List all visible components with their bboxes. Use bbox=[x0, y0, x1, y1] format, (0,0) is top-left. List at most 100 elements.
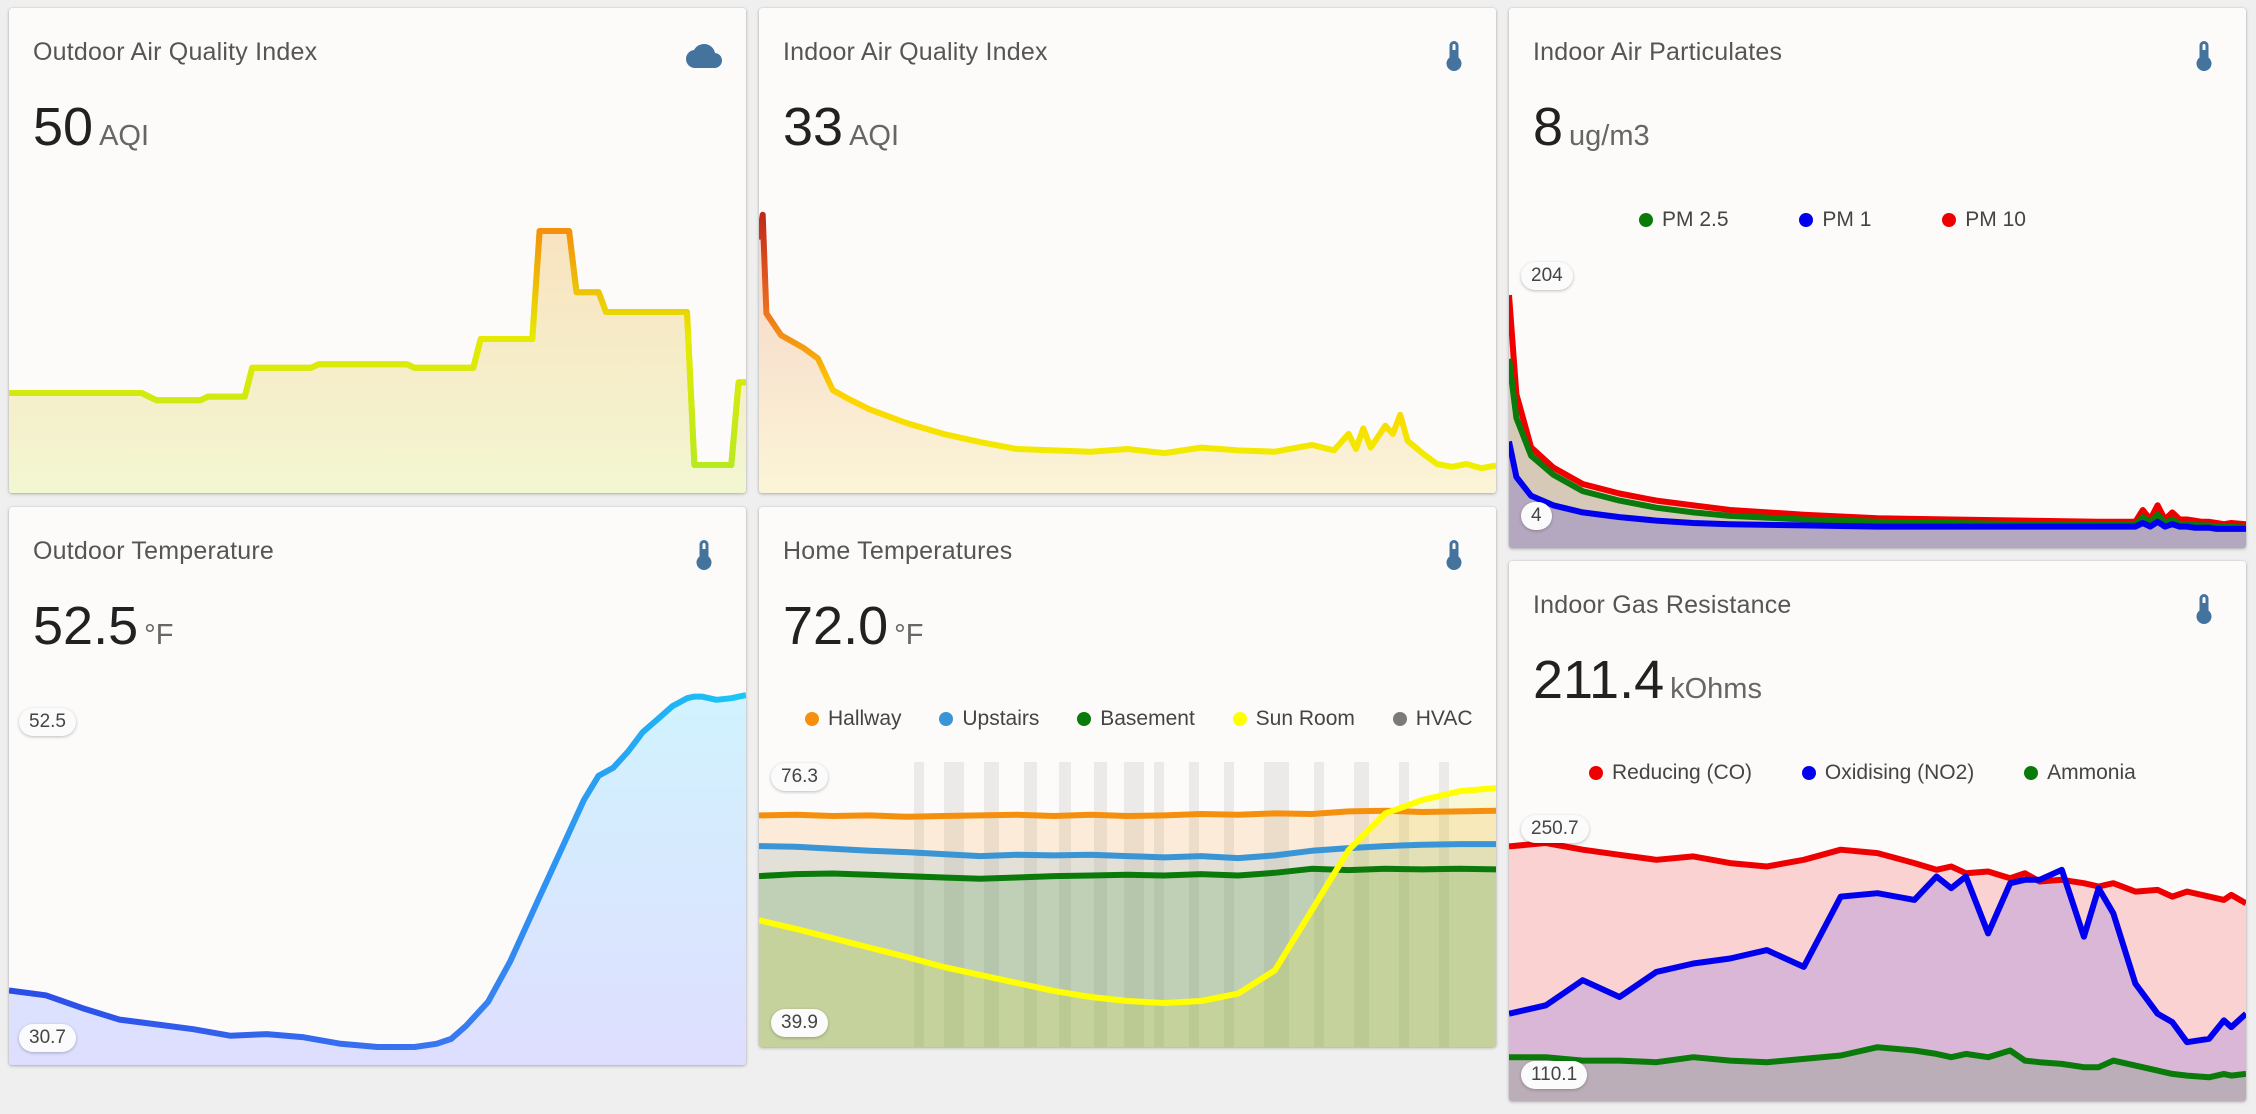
legend-item-co[interactable]: Reducing (CO) bbox=[1589, 761, 1752, 785]
value-number: 52.5 bbox=[33, 596, 139, 656]
chart-legend: Hallway Upstairs Basement Sun Room HVAC bbox=[805, 707, 1473, 732]
value-number: 72.0 bbox=[783, 596, 889, 656]
outdoor-temp-chart bbox=[9, 692, 746, 1065]
legend-item-hallway[interactable]: Hallway bbox=[805, 707, 902, 731]
legend-dot bbox=[1799, 213, 1814, 227]
card-title: Indoor Air Particulates bbox=[1533, 38, 1783, 66]
legend-item-ammonia[interactable]: Ammonia bbox=[2024, 761, 2136, 785]
series-line-pm1 bbox=[1509, 440, 2246, 532]
value-unit: AQI bbox=[849, 120, 900, 152]
card-particulates[interactable]: Indoor Air Particulates 8 ug/m3 PM 2.5 PM… bbox=[1509, 8, 2246, 548]
legend-label: Basement bbox=[1100, 707, 1195, 730]
hvac-band bbox=[1264, 762, 1289, 1047]
card-title: Outdoor Temperature bbox=[33, 537, 274, 565]
series-line-pm25 bbox=[1509, 358, 2246, 531]
area-fill bbox=[1509, 869, 2246, 1101]
legend-label: HVAC bbox=[1415, 707, 1473, 730]
area-fill bbox=[1509, 1047, 2246, 1101]
legend-item-basement[interactable]: Basement bbox=[1077, 707, 1195, 731]
legend-dot bbox=[1942, 213, 1957, 227]
card-indoor-aqi[interactable]: Indoor Air Quality Index 33 AQI bbox=[759, 8, 1496, 493]
current-value: 8 ug/m3 bbox=[1533, 100, 1650, 154]
value-unit: °F bbox=[144, 619, 174, 651]
card-outdoor-temp[interactable]: Outdoor Temperature 52.5 °F 52.5 30.7 bbox=[9, 507, 746, 1065]
hvac-band bbox=[1189, 762, 1199, 1047]
aqi-line-gradient bbox=[9, 228, 746, 468]
aqi-outdoor-chart bbox=[9, 228, 746, 493]
value-unit: kOhms bbox=[1670, 673, 1762, 705]
hvac-band bbox=[1124, 762, 1144, 1047]
thermometer-icon bbox=[696, 540, 712, 570]
area-fill bbox=[1509, 358, 2246, 548]
card-gas[interactable]: Indoor Gas Resistance 211.4 kOhms Reducin… bbox=[1509, 561, 2246, 1101]
current-value: 72.0 °F bbox=[783, 599, 923, 653]
legend-dot bbox=[1392, 712, 1407, 726]
card-outdoor-aqi[interactable]: Outdoor Air Quality Index 50 AQI bbox=[9, 8, 746, 493]
hvac-band bbox=[1314, 762, 1324, 1047]
legend-item-upstairs[interactable]: Upstairs bbox=[939, 707, 1039, 731]
series-line-reducingco bbox=[1509, 840, 2246, 906]
legend-item-hvac[interactable]: HVAC bbox=[1392, 707, 1473, 731]
legend-label: Oxidising (NO2) bbox=[1824, 761, 1975, 784]
series-line-sunroom bbox=[759, 785, 1496, 1006]
area-fill bbox=[759, 788, 1496, 1047]
legend-dot bbox=[1232, 712, 1247, 726]
legend-dot bbox=[1589, 766, 1603, 780]
legend-item-sun-room[interactable]: Sun Room bbox=[1232, 707, 1355, 731]
card-home-temps[interactable]: Home Temperatures 72.0 °F Hallway Upstair… bbox=[759, 507, 1496, 1047]
hvac-band bbox=[944, 762, 964, 1047]
series-line-ammonia bbox=[1509, 1044, 2246, 1081]
aqi-line bbox=[759, 211, 1496, 472]
card-title: Indoor Air Quality Index bbox=[783, 38, 1048, 66]
hvac-band bbox=[1154, 762, 1164, 1047]
value-number: 211.4 bbox=[1533, 650, 1665, 710]
legend-item-pm1[interactable]: PM 1 bbox=[1799, 208, 1871, 232]
series-line-hallway bbox=[759, 807, 1496, 820]
hvac-band bbox=[1059, 762, 1071, 1047]
current-value: 33 AQI bbox=[783, 100, 899, 154]
max-label: 204 bbox=[1521, 262, 1573, 290]
max-label: 52.5 bbox=[19, 708, 76, 736]
legend-label: Reducing (CO) bbox=[1612, 761, 1753, 784]
thermometer-icon bbox=[1446, 41, 1462, 71]
legend-label: PM 2.5 bbox=[1662, 208, 1729, 231]
min-label: 4 bbox=[1521, 502, 1552, 530]
legend-item-pm25[interactable]: PM 2.5 bbox=[1639, 208, 1729, 232]
area-fill bbox=[9, 231, 746, 493]
value-unit: °F bbox=[894, 619, 924, 651]
hvac-band bbox=[1094, 762, 1107, 1047]
legend-dot bbox=[2024, 766, 2039, 780]
aqi-indoor-chart bbox=[759, 211, 1496, 493]
value-unit: ug/m3 bbox=[1569, 120, 1650, 152]
series-line-basement bbox=[759, 865, 1496, 882]
area-fill bbox=[759, 844, 1496, 1047]
card-title: Home Temperatures bbox=[783, 537, 1013, 565]
legend-label: PM 1 bbox=[1822, 208, 1872, 231]
cloud-icon bbox=[686, 44, 722, 68]
hvac-band bbox=[1024, 762, 1037, 1047]
value-number: 8 bbox=[1533, 97, 1564, 157]
particulates-chart bbox=[1509, 294, 2246, 548]
hvac-band bbox=[1439, 762, 1449, 1047]
card-title: Indoor Gas Resistance bbox=[1533, 591, 1792, 619]
area-fill bbox=[9, 695, 746, 1065]
legend-item-pm10[interactable]: PM 10 bbox=[1942, 208, 2026, 232]
hvac-band bbox=[1224, 762, 1234, 1047]
temperature-line bbox=[9, 692, 746, 1050]
area-fill bbox=[759, 214, 1496, 493]
max-label: 76.3 bbox=[771, 763, 828, 791]
series-line-upstairs bbox=[759, 841, 1496, 862]
legend-dot bbox=[1801, 766, 1816, 780]
chart-legend: PM 2.5 PM 1 PM 10 bbox=[1639, 208, 2026, 233]
legend-item-no2[interactable]: Oxidising (NO2) bbox=[1801, 761, 1975, 785]
legend-label: Sun Room bbox=[1255, 707, 1355, 730]
legend-dot bbox=[1639, 213, 1653, 227]
legend-label: Ammonia bbox=[2047, 761, 2136, 784]
area-fill bbox=[1509, 843, 2246, 1101]
legend-dot bbox=[1077, 712, 1092, 726]
chart-legend: Reducing (CO) Oxidising (NO2) Ammonia bbox=[1589, 761, 2136, 786]
series-line-oxidisingno2 bbox=[1509, 866, 2246, 1046]
card-title: Outdoor Air Quality Index bbox=[33, 38, 318, 66]
legend-dot bbox=[805, 712, 819, 726]
min-label: 110.1 bbox=[1521, 1061, 1588, 1089]
